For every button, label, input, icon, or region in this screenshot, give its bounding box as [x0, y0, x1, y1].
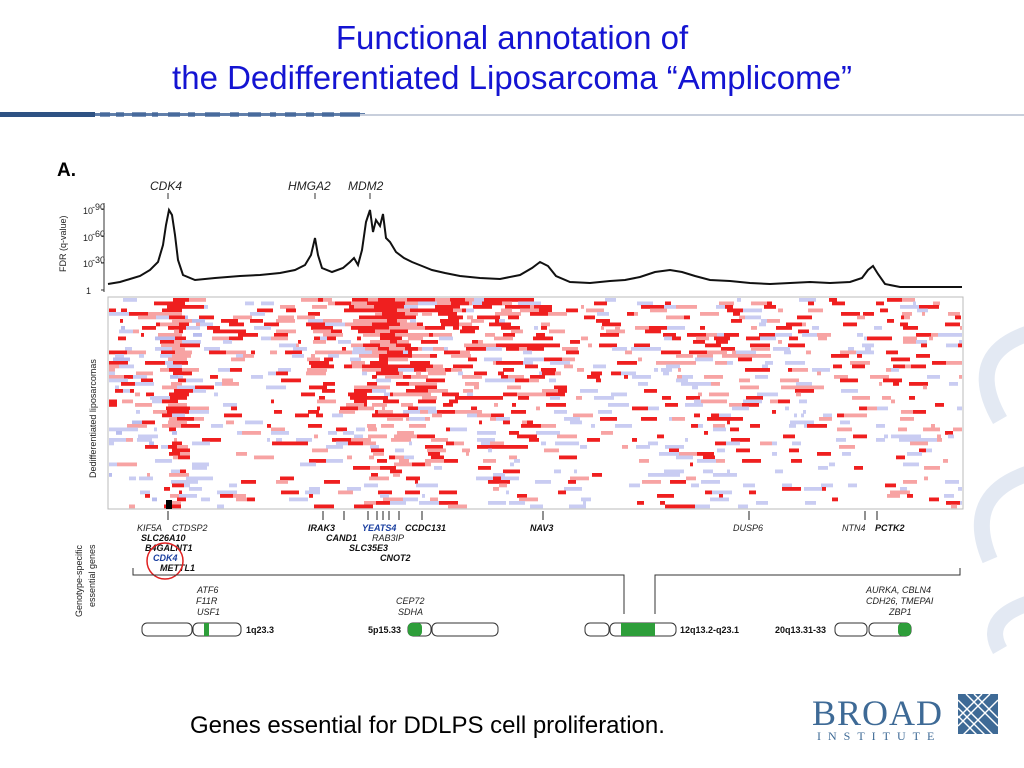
gene-sdha: SDHA [398, 607, 423, 617]
chromosome-12q [584, 622, 677, 637]
fdr-tick-30-base: 10 [83, 259, 93, 269]
chromosome-5p [407, 622, 499, 637]
gene-rab3ip: RAB3IP [372, 533, 404, 543]
title-line-1: Functional annotation of [335, 19, 689, 56]
heatmap [109, 298, 962, 509]
gene-irak3: IRAK3 [308, 523, 335, 533]
gene-kif5a: KIF5A [137, 523, 162, 533]
peak-label-cdk4: CDK4 [150, 179, 182, 193]
gene-ticks [167, 511, 878, 520]
fdr-tick-90-exp: -90 [92, 202, 105, 212]
header-bar [0, 112, 1024, 117]
gene-zbp1: ZBP1 [888, 607, 912, 617]
broad-logo-icon [957, 693, 999, 741]
cdk4-marker [166, 500, 172, 509]
band-1q23: 1q23.3 [246, 625, 274, 635]
fdr-curve [107, 207, 962, 288]
heatmap-axis-label: Dedifferentiated liposarcomas [88, 359, 98, 478]
heatmap-frame [107, 296, 964, 510]
fdr-tick-60-exp: -60 [92, 229, 105, 239]
gene-f11r: F11R [196, 596, 218, 606]
gene-cdk4: CDK4 [153, 553, 178, 563]
fdr-tick-1: 1 [86, 286, 91, 296]
essential-label-line1: Genotype-specific [74, 544, 84, 617]
panel-label: A. [57, 160, 76, 181]
chromosome-1q [141, 622, 242, 637]
gene-nav3: NAV3 [530, 523, 553, 533]
peak-label-hmga2: HMGA2 [288, 179, 331, 193]
band-20q13: 20q13.31-33 [775, 625, 826, 635]
gene-slc35e3: SLC35E3 [349, 543, 388, 553]
slide-title: Functional annotation of the Dedifferent… [0, 18, 1024, 98]
cdk4-highlight-circle [146, 542, 184, 580]
bracket [132, 568, 961, 614]
fdr-axis-label: FDR (q-value) [58, 215, 68, 272]
gene-cand1: CAND1 [326, 533, 357, 543]
gene-cnot2: CNOT2 [380, 553, 411, 563]
gene-ntn4: NTN4 [842, 523, 866, 533]
fdr-tick-60-base: 10 [83, 233, 93, 243]
gene-cep72: CEP72 [396, 596, 425, 606]
gene-mettl1: METTL1 [160, 563, 195, 573]
broad-logo-subtext: INSTITUTE [817, 729, 942, 743]
gene-slc26a10: SLC26A10 [141, 533, 186, 543]
gene-usf1: USF1 [197, 607, 220, 617]
broad-logo-text: BROAD [812, 693, 944, 733]
gene-cdh26-tmepai: CDH26, TMEPAI [866, 596, 934, 606]
band-12q13: 12q13.2-q23.1 [680, 625, 739, 635]
gene-ctdsp2: CTDSP2 [172, 523, 208, 533]
slide-caption: Genes essential for DDLPS cell prolifera… [190, 712, 665, 739]
fdr-tick-90-base: 10 [83, 206, 93, 216]
chromosome-20q [834, 622, 912, 637]
gene-aurka-cbln4: AURKA, CBLN4 [865, 585, 931, 595]
gene-pctk2: PCTK2 [875, 523, 905, 533]
band-5p15: 5p15.33 [368, 625, 401, 635]
fdr-tick-30-exp: -30 [92, 255, 105, 265]
gene-atf6: ATF6 [196, 585, 218, 595]
gene-dusp6: DUSP6 [733, 523, 763, 533]
title-line-2: the Dedifferentiated Liposarcoma “Amplic… [172, 59, 852, 96]
gene-ccdc131: CCDC131 [405, 523, 446, 533]
peak-label-mdm2: MDM2 [348, 179, 384, 193]
essential-label-line2: essential genes [87, 544, 97, 607]
gene-yeats4: YEATS4 [362, 523, 396, 533]
gene-b4galnt1: B4GALNT1 [145, 543, 193, 553]
